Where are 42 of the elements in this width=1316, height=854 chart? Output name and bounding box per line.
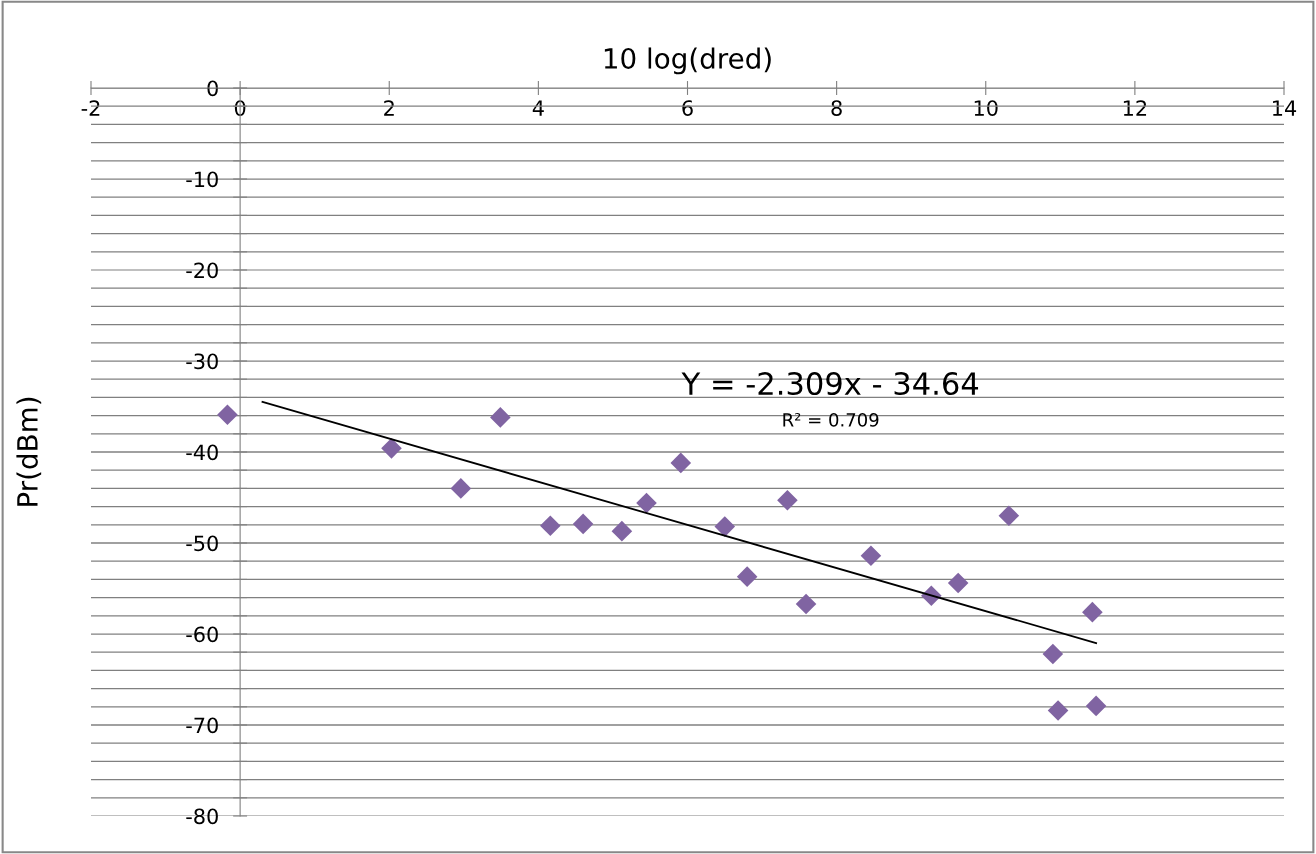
y-tick-label: -50 xyxy=(186,535,218,552)
x-tick-label: 12 xyxy=(1123,100,1147,116)
y-tick-label: -60 xyxy=(186,626,218,643)
point xyxy=(714,516,736,537)
x-tick-label: 0 xyxy=(234,100,246,116)
point xyxy=(381,438,402,459)
point xyxy=(217,404,238,425)
y-axis-title: Pr(dBm) xyxy=(16,397,42,506)
point xyxy=(947,572,969,594)
point xyxy=(795,593,817,615)
x-tick-label: 8 xyxy=(831,100,842,116)
y-tick-label: -20 xyxy=(186,262,218,279)
chart-title: 10 log(dred) xyxy=(604,47,771,75)
point xyxy=(736,566,758,587)
point xyxy=(998,505,1020,526)
point xyxy=(1042,643,1064,665)
x-tick-label: 2 xyxy=(384,100,394,116)
point xyxy=(450,478,472,499)
y-tick-label: 0 xyxy=(207,80,218,97)
y-tick-label: -10 xyxy=(186,171,218,188)
x-tick-label: 6 xyxy=(682,100,693,116)
point xyxy=(860,545,882,567)
x-tick-label: 14 xyxy=(1273,100,1297,116)
y-tick-label: -80 xyxy=(186,808,218,825)
y-tick-label: -70 xyxy=(186,717,218,734)
point xyxy=(1047,700,1069,721)
annotation: R² = 0.709 xyxy=(783,413,879,427)
point xyxy=(777,489,798,511)
x-tick-label: 4 xyxy=(532,100,544,116)
x-tick-label: -2 xyxy=(81,100,100,116)
point xyxy=(540,515,561,537)
annotation: Y = -2.309x - 34.64 xyxy=(681,372,979,396)
point xyxy=(572,513,594,535)
point xyxy=(490,407,511,428)
point xyxy=(611,520,633,542)
point xyxy=(636,492,657,514)
point xyxy=(1082,601,1103,623)
point xyxy=(670,452,692,474)
point xyxy=(1085,695,1107,717)
y-tick-label: -30 xyxy=(186,353,218,370)
y-tick-label: -40 xyxy=(186,444,218,461)
x-tick-label: 10 xyxy=(974,100,998,116)
